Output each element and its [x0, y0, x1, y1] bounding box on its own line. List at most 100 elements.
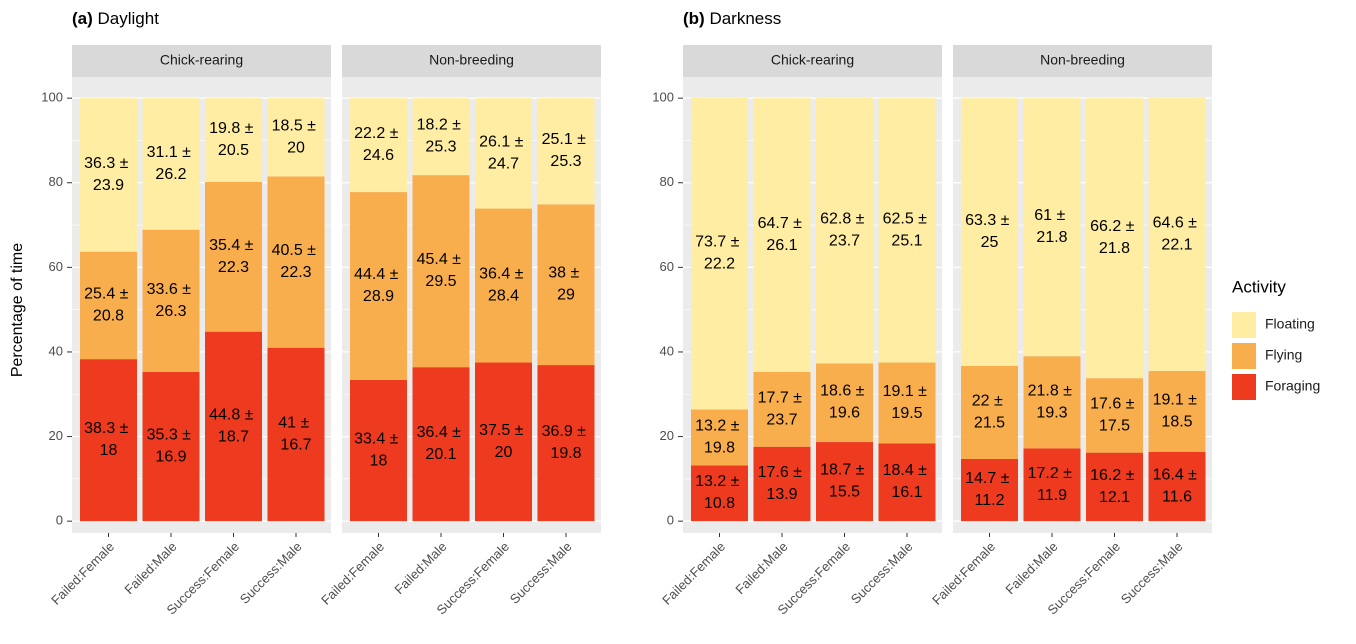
legend-key	[1232, 343, 1256, 369]
value-label-line: 19.6	[829, 405, 860, 422]
bar-segment	[475, 98, 532, 209]
value-label-line: 13.9	[766, 486, 797, 503]
value-label: 63.3 ± 25	[965, 212, 1014, 251]
bar-segment	[816, 97, 873, 364]
y-tick-label: 40	[660, 343, 674, 358]
value-label-line: 17.6 ±	[758, 464, 807, 481]
x-tick-label: Success:Male	[237, 539, 305, 607]
value-label: 41 ± 16.7	[278, 415, 313, 454]
strip-label: Chick-rearing	[160, 52, 243, 68]
value-label-line: 73.7 ±	[695, 234, 744, 251]
y-tick-label: 20	[49, 428, 63, 443]
value-label-line: 18	[370, 453, 388, 470]
value-label-line: 15.5	[829, 484, 860, 501]
y-tick-label: 80	[660, 174, 674, 189]
x-tick-label: Success:Male	[848, 539, 916, 607]
value-label: 44.8 ± 18.7	[209, 407, 258, 446]
x-tick-label: Success:Male	[1118, 539, 1186, 607]
value-label-line: 17.6 ±	[1090, 396, 1139, 413]
value-label-line: 29.5	[425, 273, 456, 290]
value-label-line: 18.5	[1161, 414, 1192, 431]
value-label: 18.5 ± 20	[272, 117, 321, 156]
value-label: 18.7 ± 15.5	[820, 462, 869, 501]
strip-label: Non-breeding	[1040, 52, 1125, 68]
bar-segment	[878, 362, 936, 444]
bar-segment	[1086, 98, 1143, 379]
value-label: 31.1 ± 26.2	[147, 144, 196, 183]
bar-segment	[205, 181, 262, 332]
value-label-line: 19.8	[550, 445, 581, 462]
value-label-line: 64.6 ±	[1153, 215, 1202, 232]
value-label: 36.3 ± 23.9	[84, 155, 133, 194]
value-label-line: 19.1 ±	[883, 383, 932, 400]
value-label-line: 21.8	[1099, 240, 1130, 257]
bar-segment	[691, 465, 748, 522]
value-label-line: 25	[981, 234, 999, 251]
value-label-line: 20.5	[218, 142, 249, 159]
bar-segment	[350, 98, 407, 193]
value-label: 38 ± 29	[548, 265, 583, 304]
value-label-line: 26.2	[155, 166, 186, 183]
bar-segment	[1023, 98, 1081, 357]
y-tick-label: 20	[660, 428, 674, 443]
value-label-line: 24.7	[488, 156, 519, 173]
value-label: 33.6 ± 26.3	[147, 281, 196, 320]
value-label-line: 61 ±	[1034, 207, 1069, 224]
value-label: 17.6 ± 17.5	[1090, 396, 1139, 435]
value-label-line: 25.3	[425, 139, 456, 156]
value-label-line: 16.2 ±	[1090, 467, 1139, 484]
bar-segment	[816, 442, 873, 522]
value-label-line: 14.7 ±	[965, 470, 1014, 487]
value-label-line: 17.5	[1099, 418, 1130, 435]
value-label-line: 21.5	[974, 415, 1005, 432]
strip-label: Chick-rearing	[771, 52, 854, 68]
legend-label: Floating	[1265, 316, 1315, 332]
bar-segment	[816, 363, 873, 443]
value-label-line: 17.2 ±	[1028, 465, 1077, 482]
value-label-line: 38.3 ±	[84, 420, 133, 437]
bar-segment	[1148, 451, 1206, 522]
bar-segment	[1148, 97, 1206, 371]
value-label-line: 33.6 ±	[147, 281, 196, 298]
value-label-line: 17.7 ±	[758, 389, 807, 406]
panel-a-title: (a) Daylight	[72, 9, 159, 28]
bar-segment	[350, 379, 407, 522]
value-label-line: 25.3	[550, 153, 581, 170]
x-tick-label: Failed:Female	[929, 539, 998, 608]
value-label-line: 16.1	[891, 484, 922, 501]
value-label: 18.6 ± 19.6	[820, 383, 869, 422]
bar-segment	[475, 208, 532, 363]
bar-segment	[142, 229, 200, 372]
y-tick-label: 100	[652, 90, 674, 105]
value-label-line: 22.2 ±	[354, 125, 403, 142]
x-tick-label: Failed:Male	[391, 539, 449, 597]
value-label: 62.5 ± 25.1	[883, 211, 932, 250]
value-label: 73.7 ± 22.2	[695, 234, 744, 273]
bar-segment	[753, 98, 811, 372]
value-label-line: 11.2	[975, 492, 1005, 509]
value-label-line: 22.1	[1161, 237, 1192, 254]
value-label-line: 18	[100, 442, 118, 459]
value-label: 64.6 ± 22.1	[1153, 215, 1202, 254]
value-label-line: 26.1	[766, 237, 797, 254]
value-label: 37.5 ± 20	[479, 422, 528, 461]
value-label-line: 28.4	[488, 288, 519, 305]
legend-key	[1232, 374, 1256, 400]
strip	[683, 45, 942, 77]
bar-segment	[961, 98, 1018, 366]
bar-segment	[205, 98, 262, 182]
value-label-line: 18.6 ±	[820, 383, 869, 400]
value-label-line: 16.9	[155, 449, 186, 466]
value-label-line: 37.5 ±	[479, 422, 528, 439]
value-label-line: 20	[287, 139, 305, 156]
bar-segment	[537, 98, 595, 205]
panel-b-title: (b) Darkness	[683, 9, 781, 28]
value-label: 17.6 ± 13.9	[758, 464, 807, 503]
value-label-line: 12.1	[1099, 489, 1130, 506]
bar-segment	[80, 359, 137, 522]
bar-segment	[350, 192, 407, 380]
value-label: 62.8 ± 23.7	[820, 211, 869, 250]
value-label: 22.2 ± 24.6	[354, 125, 403, 164]
value-label: 19.1 ± 19.5	[883, 383, 932, 422]
value-label: 44.4 ± 28.9	[354, 266, 403, 305]
